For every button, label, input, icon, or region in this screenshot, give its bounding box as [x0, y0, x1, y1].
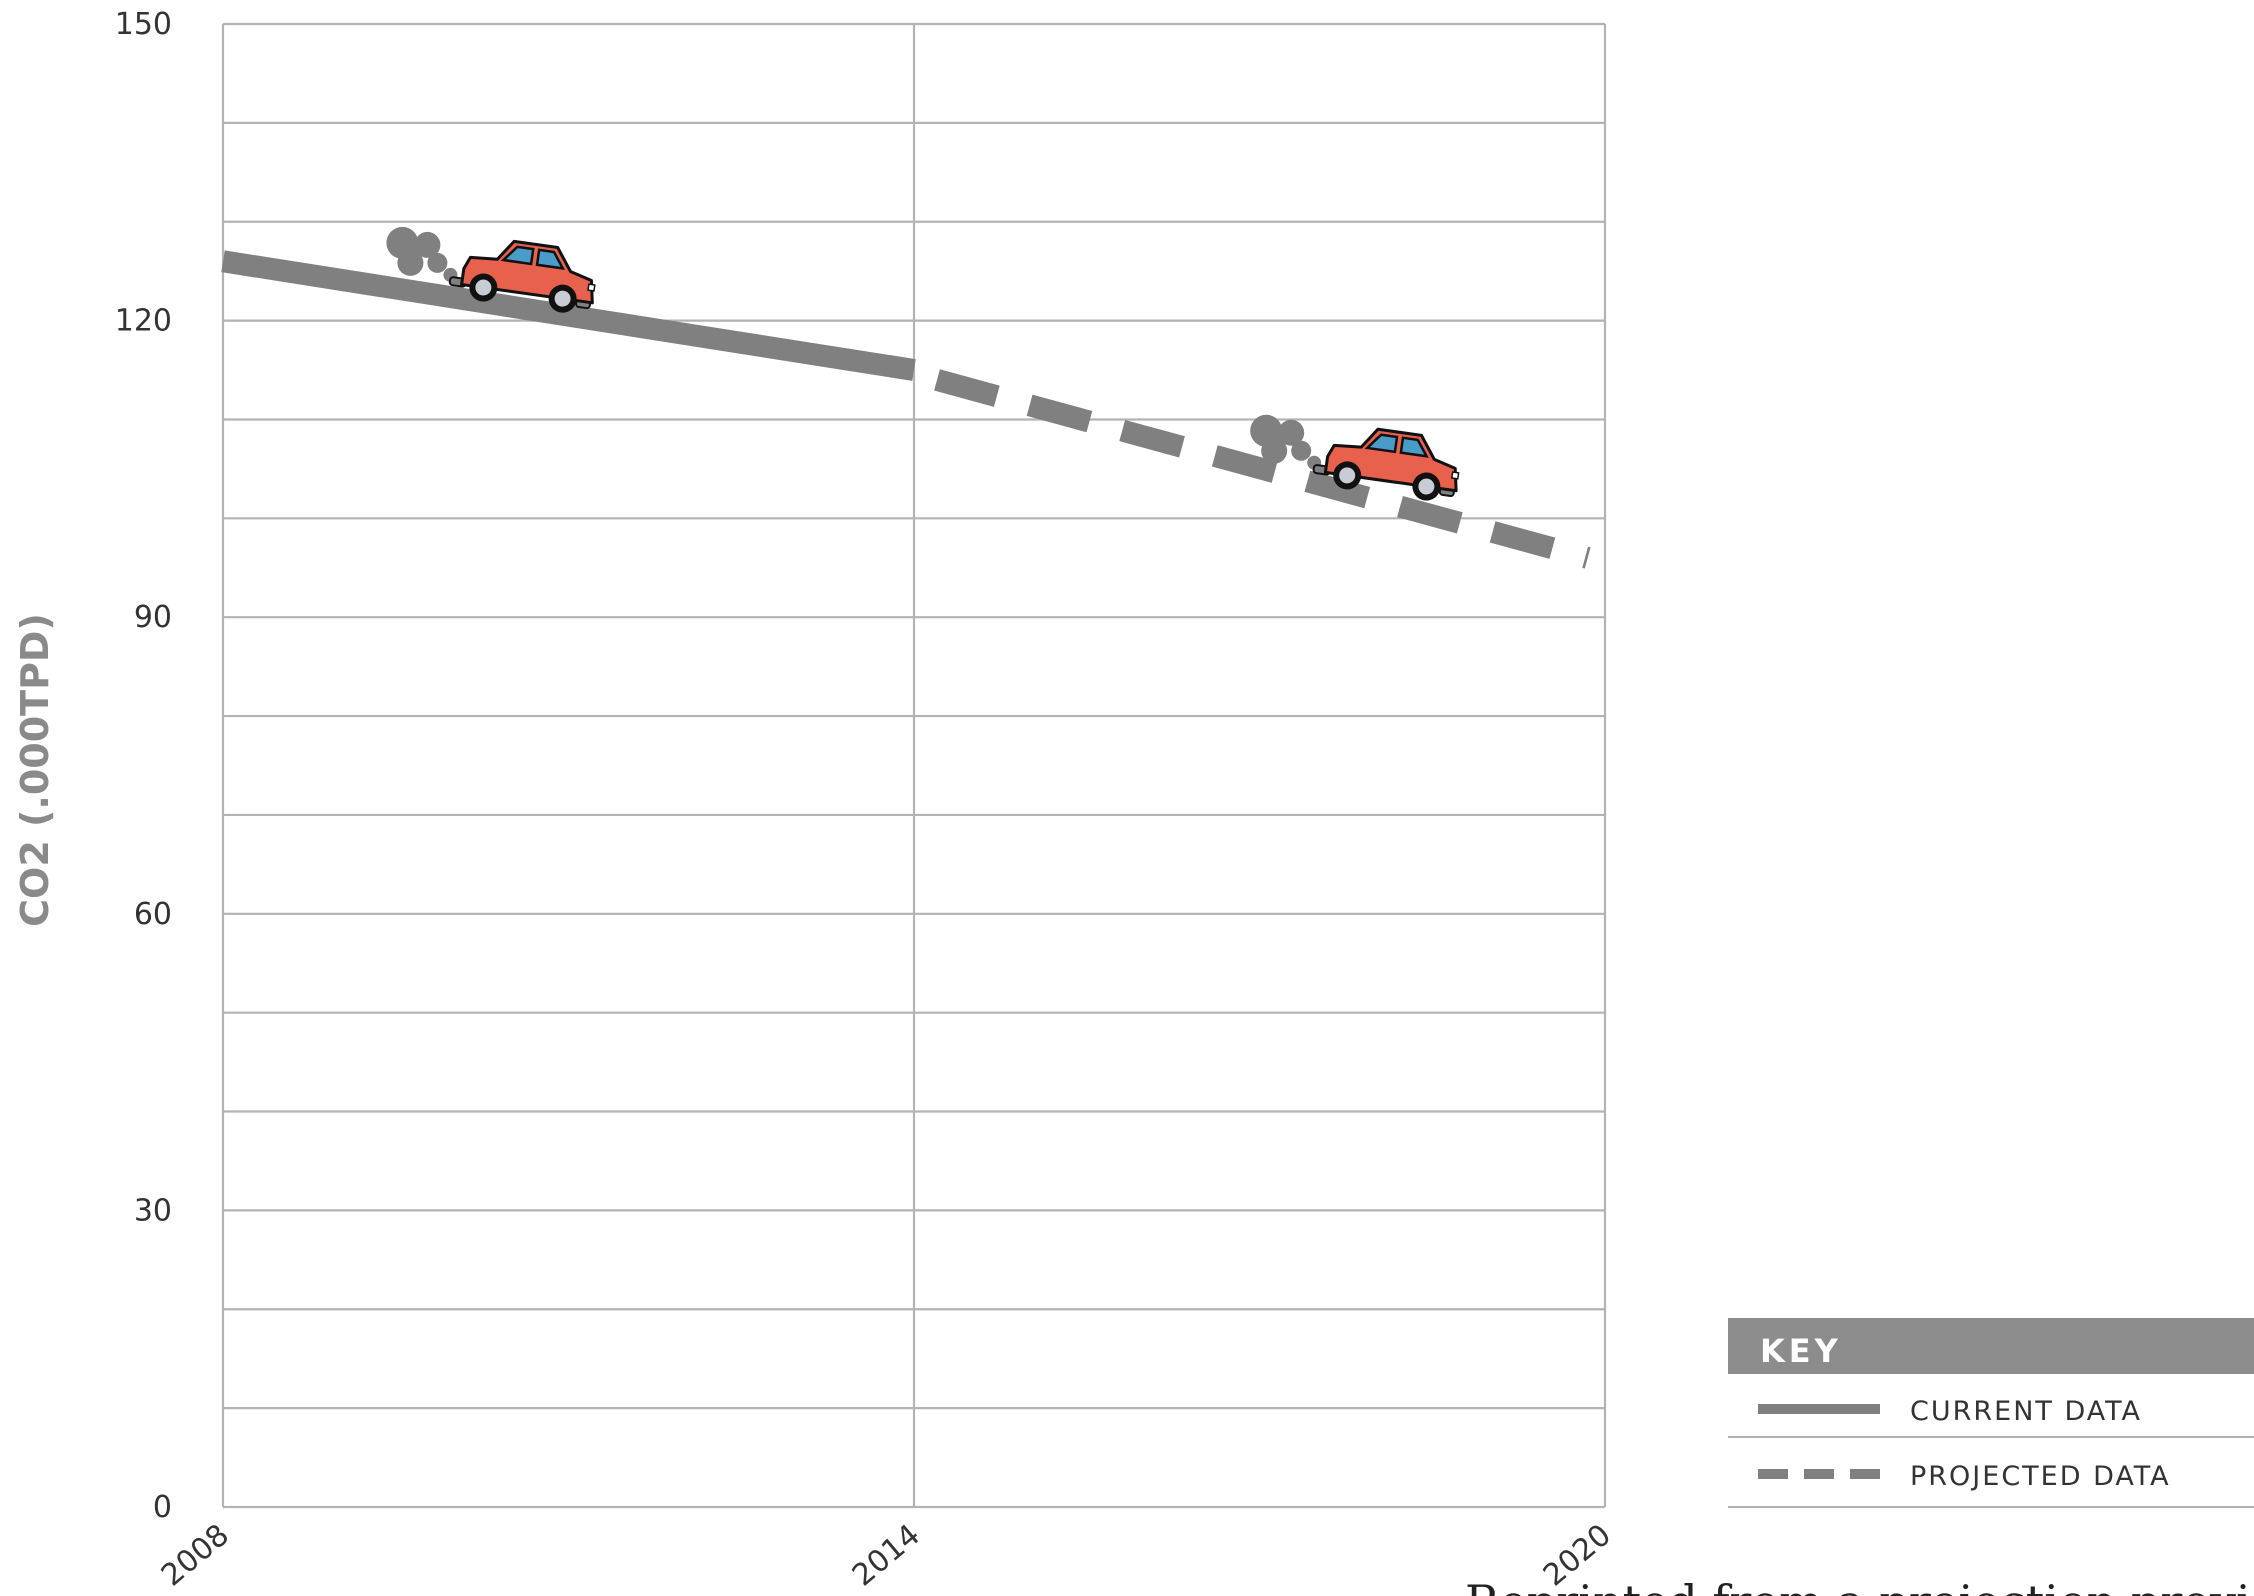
- y-tick-labels: 0 30 60 90 120 150: [115, 7, 172, 1525]
- x-tick-label: 2008: [155, 1518, 236, 1594]
- y-tick-label: 0: [153, 1490, 172, 1525]
- y-tick-label: 60: [134, 897, 172, 932]
- y-axis-title: CO2 (.000TPD): [13, 613, 57, 927]
- y-tick-label: 150: [115, 7, 172, 42]
- grid: [221, 22, 1607, 1509]
- y-tick-label: 30: [134, 1193, 172, 1228]
- x-tick-labels: 2008 2014 2020: [155, 1518, 1618, 1594]
- footnote: Reprinted from a projection provided by: [1465, 1575, 2254, 1596]
- legend-label-projected: PROJECTED DATA: [1910, 1461, 2171, 1492]
- y-tick-label: 90: [134, 600, 172, 635]
- legend-label-current: CURRENT DATA: [1910, 1396, 2142, 1427]
- legend: KEY CURRENT DATA PROJECTED DATA: [1728, 1318, 2254, 1508]
- series-line-current: [221, 250, 916, 381]
- y-tick-label: 120: [115, 304, 172, 339]
- car-icons: [384, 225, 1465, 507]
- series-layer: [221, 250, 1591, 569]
- legend-header: [1728, 1318, 2254, 1374]
- series-line-projected: [934, 369, 1591, 569]
- x-tick-label: 2014: [846, 1518, 927, 1594]
- legend-title: KEY: [1760, 1332, 1842, 1370]
